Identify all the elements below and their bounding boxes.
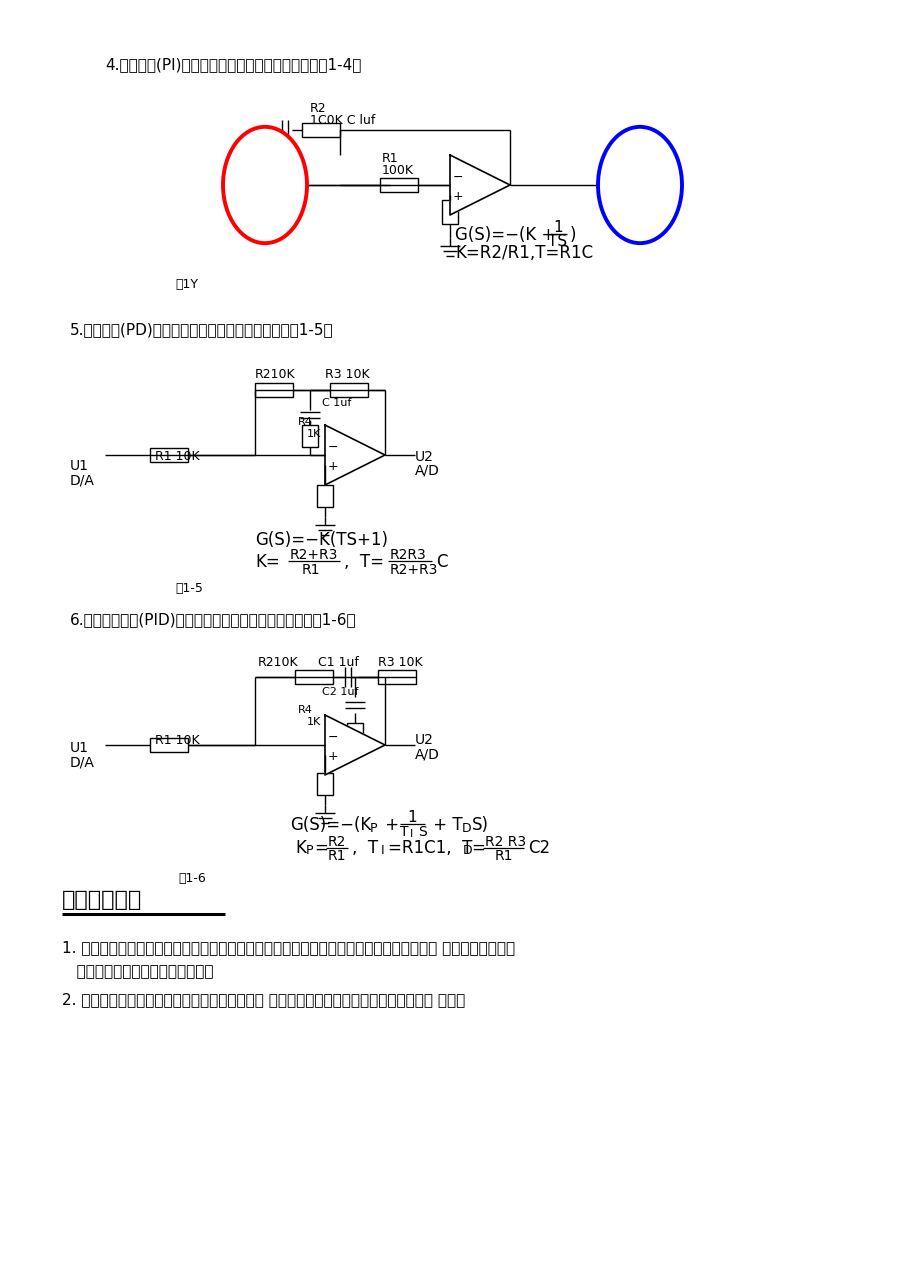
Text: 所记录的各环节的阶跃响应曲线。: 所记录的各环节的阶跃响应曲线。 — [62, 964, 213, 980]
Text: U2: U2 — [414, 450, 434, 464]
Text: +: + — [327, 460, 338, 474]
Text: R3 10K: R3 10K — [378, 656, 422, 669]
Text: R3 10K: R3 10K — [324, 368, 369, 381]
Bar — [301, 426, 318, 447]
Text: R4: R4 — [298, 705, 312, 715]
Text: K: K — [295, 840, 305, 857]
Text: 4.比例积分(PI)环节的模拟电路及其传递函数示于图1-4。: 4.比例积分(PI)环节的模拟电路及其传递函数示于图1-4。 — [105, 57, 361, 73]
Bar — [317, 485, 333, 507]
Text: R4: R4 — [298, 417, 312, 427]
Text: U1: U1 — [70, 459, 89, 473]
Text: 1: 1 — [407, 810, 416, 826]
Text: R1: R1 — [381, 152, 398, 164]
Bar — [441, 200, 458, 224]
Text: R210K: R210K — [257, 656, 299, 669]
Text: R2: R2 — [310, 102, 326, 115]
Text: 1: 1 — [552, 220, 562, 236]
Text: 1C0K C luf: 1C0K C luf — [310, 113, 375, 126]
Polygon shape — [324, 426, 384, 485]
Text: G(S)=−K(TS+1): G(S)=−K(TS+1) — [255, 531, 388, 549]
Bar — [378, 670, 415, 684]
Text: K=: K= — [255, 553, 279, 571]
Text: U2: U2 — [414, 733, 434, 747]
Text: C2 1uf: C2 1uf — [322, 687, 358, 697]
Bar — [330, 383, 368, 397]
Text: R2R3: R2R3 — [390, 548, 426, 562]
Bar — [150, 738, 187, 752]
Text: 1K: 1K — [307, 429, 321, 440]
Text: R1 10K: R1 10K — [154, 734, 199, 747]
Text: =: = — [471, 840, 484, 857]
Text: S): S) — [471, 817, 489, 834]
Text: R1: R1 — [328, 848, 346, 862]
Text: A/D: A/D — [414, 462, 439, 476]
Text: + T: + T — [427, 817, 462, 834]
Text: 2. 由阶跃响应曲线计算出惯性环节、积分环节的 传递函数，并与由模拟电路计算的结果相 比较。: 2. 由阶跃响应曲线计算出惯性环节、积分环节的 传递函数，并与由模拟电路计算的结… — [62, 992, 465, 1008]
Bar — [301, 124, 340, 138]
Text: ,  T=: , T= — [344, 553, 383, 571]
Text: A/D: A/D — [414, 747, 439, 761]
Text: −: − — [327, 441, 338, 454]
Text: +: + — [452, 191, 463, 204]
Text: C: C — [436, 553, 447, 571]
Bar — [380, 178, 417, 192]
Text: 6.比例积分微分(PID)环节的模拟电路及其传递函数示于图1-6。: 6.比例积分微分(PID)环节的模拟电路及其传递函数示于图1-6。 — [70, 613, 357, 628]
Bar — [295, 670, 333, 684]
Text: C1 1uf: C1 1uf — [318, 656, 358, 669]
Text: 1. 画出惯性环节、积分环节、比例积分环节、比例微分环节、比例积分微分环节的模拟电路 图，用坐标纸画出: 1. 画出惯性环节、积分环节、比例积分环节、比例微分环节、比例积分微分环节的模拟… — [62, 940, 515, 956]
Text: U1: U1 — [255, 169, 274, 183]
Text: 5.比例微分(PD)环节的模拟电路及其传递函数示于图1-5。: 5.比例微分(PD)环节的模拟电路及其传递函数示于图1-5。 — [70, 322, 334, 338]
Text: ): ) — [570, 225, 576, 245]
Polygon shape — [449, 155, 509, 215]
Text: TS: TS — [548, 234, 567, 250]
Text: −: − — [327, 730, 338, 744]
Bar — [346, 724, 363, 745]
Text: 图1-6: 图1-6 — [177, 871, 206, 884]
Text: G(S)=−(K: G(S)=−(K — [289, 817, 371, 834]
Bar — [317, 773, 333, 795]
Text: D: D — [461, 822, 471, 834]
Text: I: I — [410, 829, 413, 840]
Text: C2: C2 — [528, 840, 550, 857]
Text: R2: R2 — [328, 834, 346, 848]
Text: R1 10K: R1 10K — [154, 451, 199, 464]
Polygon shape — [324, 715, 384, 775]
Text: P: P — [369, 822, 377, 834]
Text: D/A: D/A — [253, 186, 278, 200]
Circle shape — [597, 127, 681, 243]
Circle shape — [222, 127, 307, 243]
Text: R210K: R210K — [255, 368, 295, 381]
Text: =R1C1,  T: =R1C1, T — [388, 840, 471, 857]
Text: R2+R3: R2+R3 — [289, 548, 338, 562]
Text: D/A: D/A — [70, 755, 95, 769]
Text: 100K: 100K — [381, 163, 414, 177]
Text: D/A: D/A — [70, 473, 95, 487]
Text: U2: U2 — [630, 169, 649, 183]
Text: D: D — [462, 845, 472, 857]
Text: +: + — [380, 817, 399, 834]
Text: =: = — [313, 840, 327, 857]
Text: 图1Y: 图1Y — [175, 279, 198, 292]
Text: T: T — [400, 826, 408, 840]
Text: R2+R3: R2+R3 — [390, 563, 437, 577]
Text: A/D: A/D — [627, 186, 652, 200]
Text: S: S — [417, 826, 426, 840]
Text: C 1uf: C 1uf — [322, 397, 351, 408]
Text: G(S)=−(K +: G(S)=−(K + — [455, 225, 555, 245]
Text: R1: R1 — [494, 848, 513, 862]
Text: 三、实验报告: 三、实验报告 — [62, 891, 142, 910]
Bar — [255, 383, 292, 397]
Text: 图1-5: 图1-5 — [175, 581, 203, 595]
Text: K=R2/R1,T=R1C: K=R2/R1,T=R1C — [455, 245, 593, 262]
Text: +: + — [327, 750, 338, 763]
Bar — [150, 448, 187, 462]
Text: R1: R1 — [301, 563, 320, 577]
Text: U1: U1 — [70, 741, 89, 755]
Text: ,  T: , T — [352, 840, 378, 857]
Text: R2 R3: R2 R3 — [484, 834, 526, 848]
Text: I: I — [380, 845, 384, 857]
Text: −: − — [452, 171, 463, 183]
Text: 1K: 1K — [307, 717, 321, 727]
Text: P: P — [306, 845, 313, 857]
